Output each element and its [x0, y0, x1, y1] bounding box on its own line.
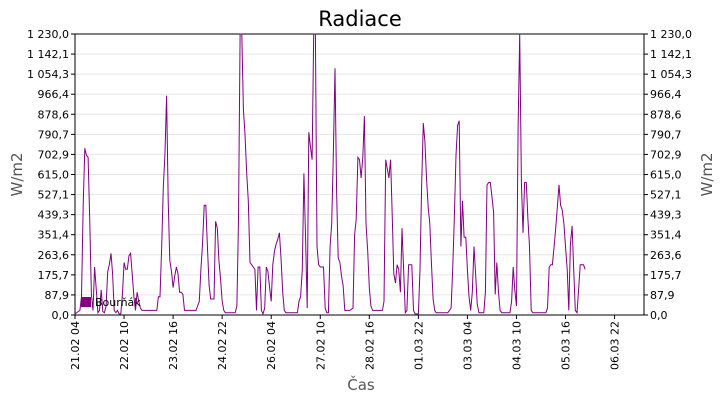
x-tick-label: 24.02 22 [216, 321, 229, 370]
legend-swatch [81, 297, 91, 307]
y-tick-label-left: 175,7 [38, 269, 70, 282]
y-tick-label-right: 1 142,1 [650, 48, 692, 61]
y-tick-label-right: 263,6 [650, 249, 682, 262]
x-axis: 21.02 04 22.02 10 23.02 16 24.02 22 26.02 04… [69, 315, 622, 370]
x-tick-label: 05.03 16 [560, 321, 573, 370]
y-tick-label-left: 0,0 [52, 309, 70, 322]
y-tick-label-left: 263,6 [38, 249, 70, 262]
y-tick-label-right: 527,1 [650, 189, 682, 202]
y-tick-label-left: 878,6 [38, 108, 70, 121]
y-tick-label-left: 87,9 [45, 289, 70, 302]
legend: Bourňák [81, 296, 141, 309]
x-tick-label: 23.02 16 [167, 321, 180, 370]
y-tick-label-right: 1 230,0 [650, 28, 692, 41]
y-axis-left: 0,0 87,9 175,7 263,6 351,4 439,3 527,1 615,0 702… [27, 28, 75, 322]
series-layer [74, 33, 586, 316]
y-tick-label-right: 0,0 [650, 309, 668, 322]
y-tick-label-right: 615,0 [650, 169, 682, 182]
y-axis-right: 0,0 87,9 175,7 263,6 351,4 439,3 527,1 615,0 702… [644, 28, 692, 322]
y-tick-label-left: 702,9 [38, 148, 70, 161]
y-tick-label-left: 1 054,3 [27, 68, 69, 81]
x-tick-label: 27.02 10 [314, 321, 327, 370]
x-tick-label: 22.02 10 [118, 321, 131, 370]
series-line [74, 33, 586, 316]
y-axis-label-right: W/m2 [698, 152, 716, 196]
y-tick-label-left: 790,7 [38, 128, 70, 141]
y-axis-label-left: W/m2 [8, 152, 26, 196]
y-tick-label-left: 1 142,1 [27, 48, 69, 61]
x-tick-label: 21.02 04 [69, 321, 82, 370]
chart-title: Radiace [318, 7, 402, 31]
y-tick-label-right: 351,4 [650, 229, 682, 242]
y-tick-label-right: 702,9 [650, 148, 682, 161]
legend-label: Bourňák [95, 296, 141, 309]
x-tick-label: 28.02 16 [363, 321, 376, 370]
y-tick-label-left: 439,3 [38, 209, 70, 222]
y-tick-label-left: 527,1 [38, 189, 70, 202]
y-tick-label-right: 966,4 [650, 88, 682, 101]
y-tick-label-left: 351,4 [38, 229, 70, 242]
y-tick-label-left: 966,4 [38, 88, 70, 101]
x-axis-label: Čas [347, 375, 375, 394]
x-tick-label: 26.02 04 [265, 321, 278, 370]
y-tick-label-right: 878,6 [650, 108, 682, 121]
y-tick-label-right: 175,7 [650, 269, 682, 282]
x-tick-label: 04.03 10 [510, 321, 523, 370]
y-tick-label-right: 790,7 [650, 128, 682, 141]
x-tick-label: 01.03 22 [412, 321, 425, 370]
y-tick-label-right: 87,9 [650, 289, 675, 302]
x-tick-label: 03.03 04 [461, 321, 474, 370]
y-tick-label-left: 615,0 [38, 169, 70, 182]
y-tick-label-right: 439,3 [650, 209, 682, 222]
y-tick-label-right: 1 054,3 [650, 68, 692, 81]
y-tick-label-left: 1 230,0 [27, 28, 69, 41]
x-tick-label: 06.03 22 [609, 321, 622, 370]
